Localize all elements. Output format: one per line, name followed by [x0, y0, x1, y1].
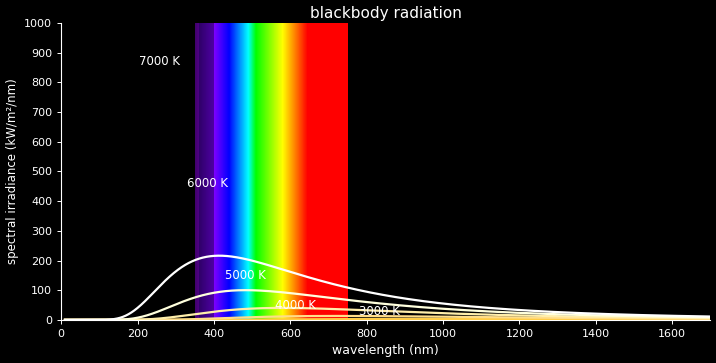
Text: 7000 K: 7000 K: [140, 55, 180, 68]
Y-axis label: spectral irradiance (kW/m²/nm): spectral irradiance (kW/m²/nm): [6, 79, 19, 264]
Text: 4000 K: 4000 K: [275, 299, 316, 312]
Title: blackbody radiation: blackbody radiation: [310, 5, 462, 21]
Text: 3000 K: 3000 K: [359, 305, 400, 318]
Text: 5000 K: 5000 K: [226, 269, 266, 282]
X-axis label: wavelength (nm): wavelength (nm): [332, 344, 439, 358]
Text: 6000 K: 6000 K: [187, 177, 228, 190]
